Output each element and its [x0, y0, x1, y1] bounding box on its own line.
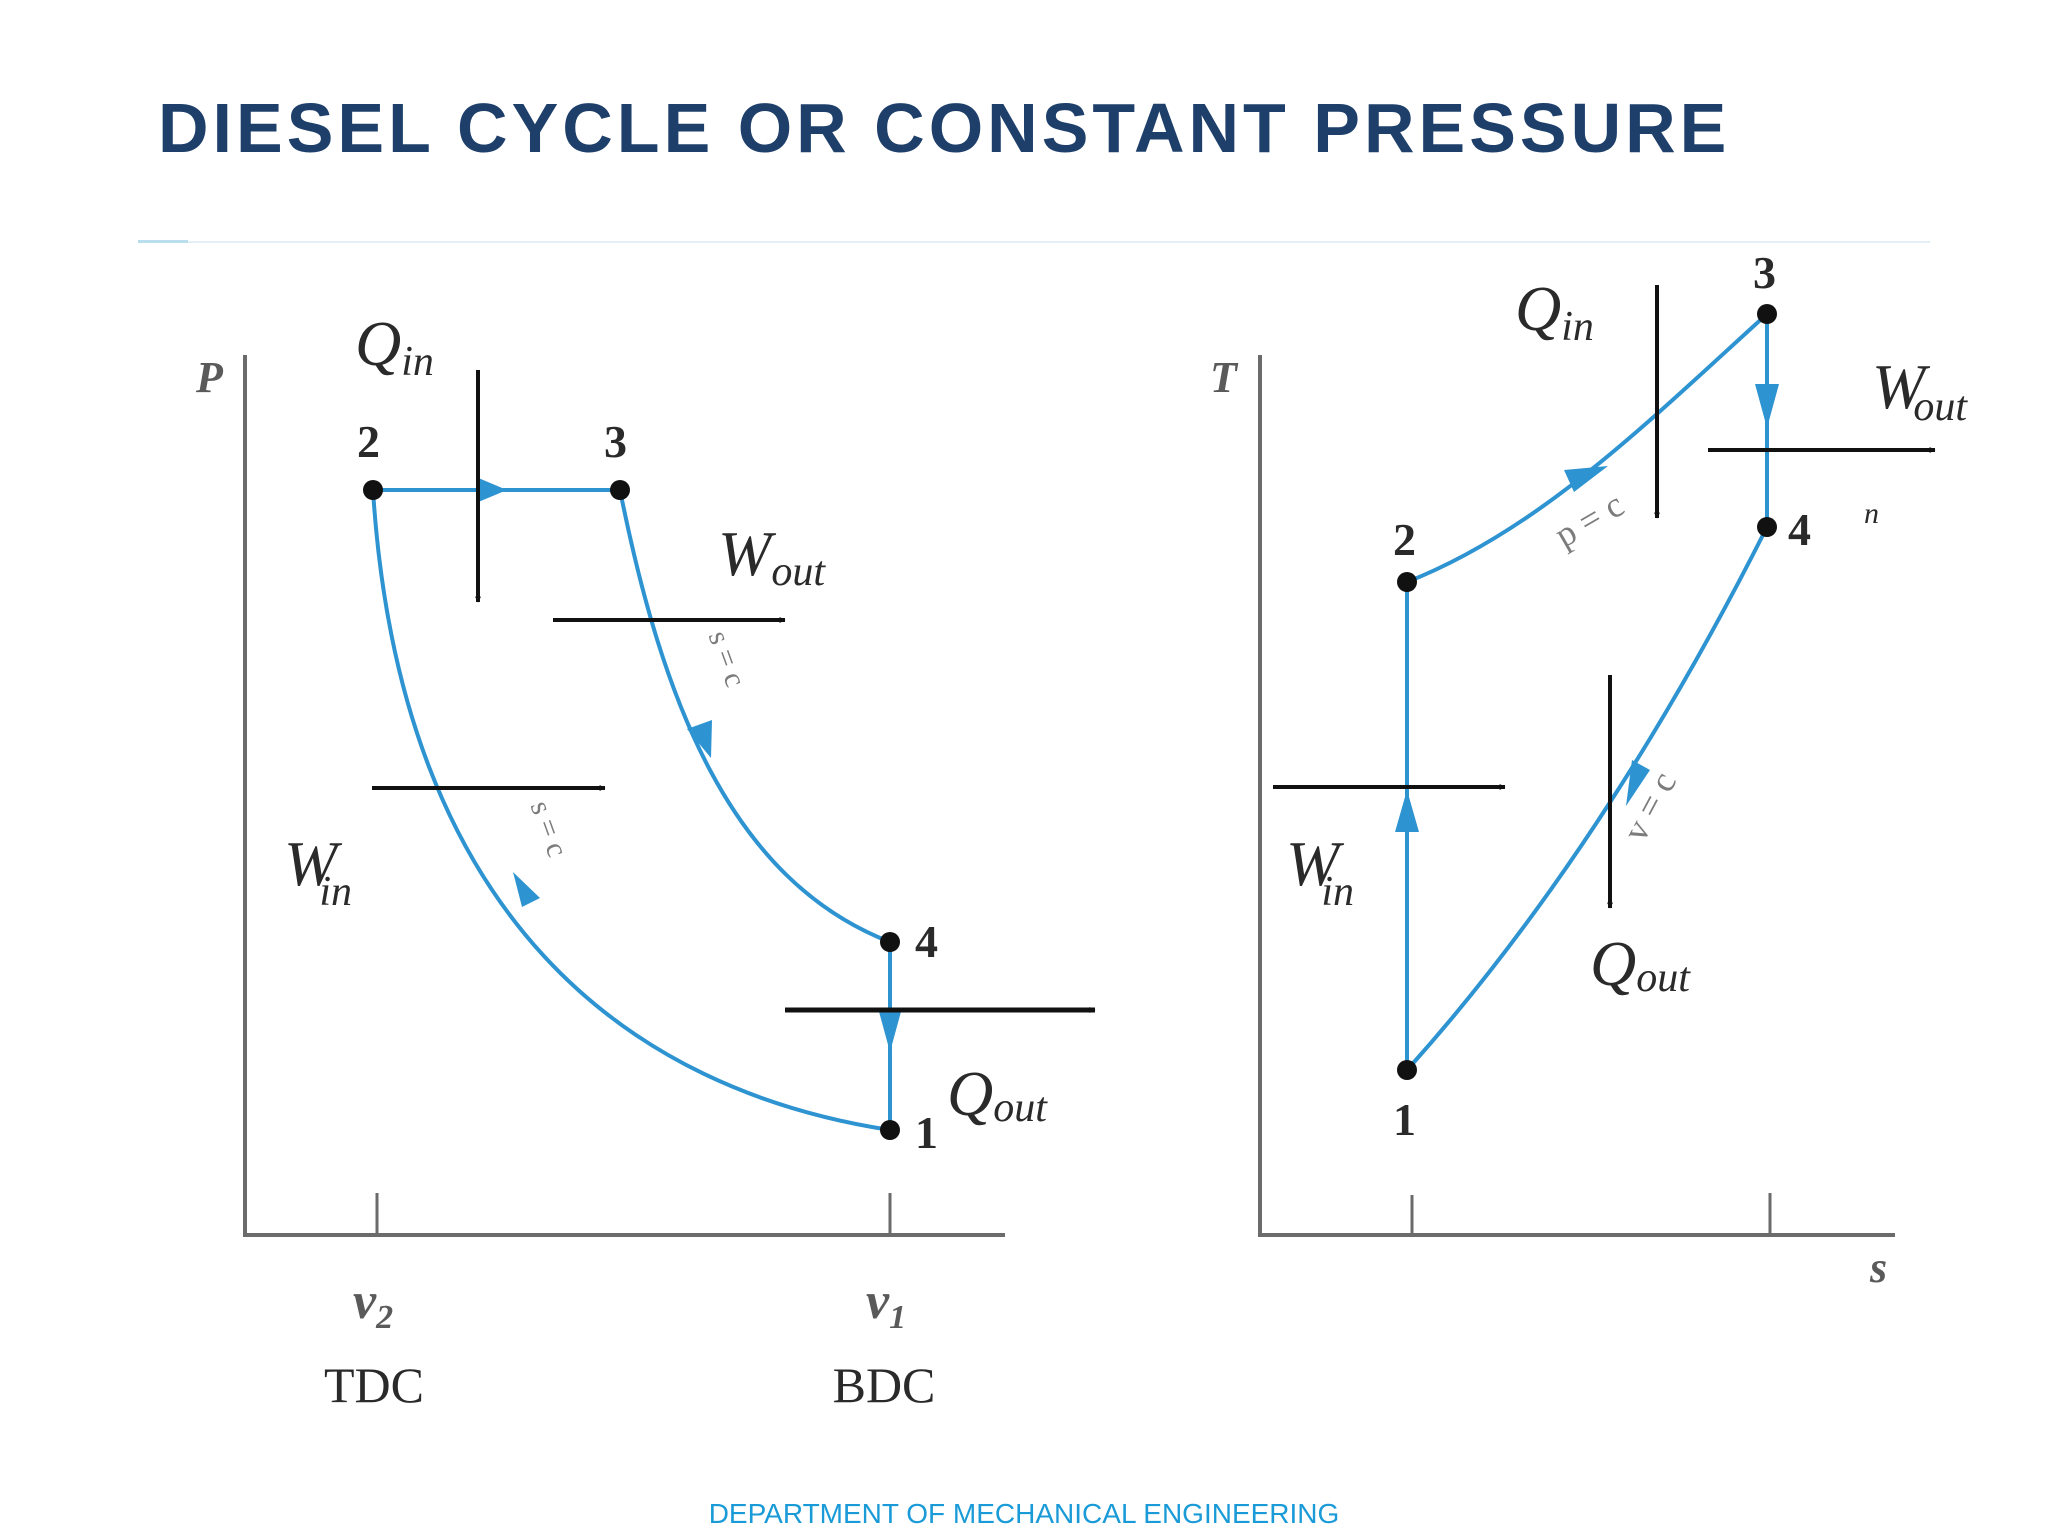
- pv-direction-arrow-3-4: [687, 720, 712, 758]
- pv-point-label-4: 4: [915, 916, 938, 967]
- ts-direction-arrow-1-2: [1395, 790, 1419, 832]
- ts-point-label-4: 4: [1788, 504, 1811, 555]
- ts-diagram: T s 1 2 3 4 Qin Wout Win Qout: [1210, 247, 1968, 1292]
- ts-q-in-label: Qin: [1515, 273, 1594, 350]
- ts-process-4-1: [1405, 526, 1769, 1072]
- ts-w-in-label: Win: [1286, 828, 1354, 915]
- pv-y-axis-label: P: [195, 353, 224, 402]
- pv-point-label-1: 1: [915, 1107, 938, 1158]
- pv-state-point-3: [610, 480, 630, 500]
- ts-point-label-1: 1: [1393, 1094, 1416, 1145]
- pv-state-point-2: [363, 480, 383, 500]
- pv-point-label-3: 3: [604, 416, 627, 467]
- ts-state-point-1: [1397, 1060, 1417, 1080]
- ts-state-point-4: [1757, 517, 1777, 537]
- ts-state-point-3: [1757, 304, 1777, 324]
- pv-q-out-label: Qout: [947, 1058, 1048, 1131]
- pv-direction-arrow-4-1: [878, 1008, 902, 1052]
- ts-axes: [1258, 355, 1895, 1237]
- department-footer: DEPARTMENT OF MECHANICAL ENGINEERING: [708, 1498, 1340, 1529]
- ts-y-axis-label: T: [1210, 353, 1239, 402]
- pv-state-point-4: [880, 932, 900, 952]
- ts-point-label-2: 2: [1393, 514, 1416, 565]
- ts-x-axis-label: s: [1869, 1243, 1887, 1292]
- slide-title: DIESEL CYCLE OR CONSTANT PRESSURE: [158, 89, 1731, 167]
- ts-w-out-label: Wout: [1872, 351, 1968, 430]
- pv-w-in-label: Win: [284, 828, 352, 915]
- ts-direction-arrow-3-4: [1755, 384, 1779, 428]
- pv-direction-arrow-1-2: [513, 872, 540, 907]
- pv-axes: [243, 355, 1005, 1237]
- ts-stray-mark: n: [1864, 497, 1879, 530]
- pv-isentropic-compression-label: s = c: [524, 796, 574, 861]
- title-divider: [138, 241, 1930, 243]
- ts-state-point-2: [1397, 572, 1417, 592]
- ts-cycle: [1405, 312, 1769, 1072]
- pv-q-in-label: Qin: [355, 308, 434, 385]
- ts-q-out-label: Qout: [1590, 928, 1691, 1001]
- pv-process-1-2: [371, 489, 891, 1132]
- pv-direction-arrow-2-3: [476, 477, 507, 503]
- pv-tick-caption-bdc: BDC: [833, 1357, 936, 1413]
- ts-point-label-3: 3: [1753, 247, 1776, 298]
- pv-tick-label-v1: v1: [866, 1273, 906, 1336]
- pv-isentropic-expansion-label: s = c: [702, 626, 752, 691]
- pv-w-out-label: Wout: [718, 518, 826, 595]
- pv-diagram: P 2 3 4 1 Qin Wout Win Qout s =: [195, 308, 1096, 1413]
- pv-tick-caption-tdc: TDC: [324, 1357, 424, 1413]
- pv-process-3-4: [618, 489, 891, 944]
- ts-direction-arrow-4-1: [1626, 760, 1650, 806]
- pv-tick-label-v2: v2: [353, 1273, 393, 1336]
- pv-point-label-2: 2: [357, 416, 380, 467]
- pv-state-point-1: [880, 1120, 900, 1140]
- title-divider-accent: [138, 240, 188, 243]
- ts-direction-arrow-2-3: [1564, 466, 1608, 492]
